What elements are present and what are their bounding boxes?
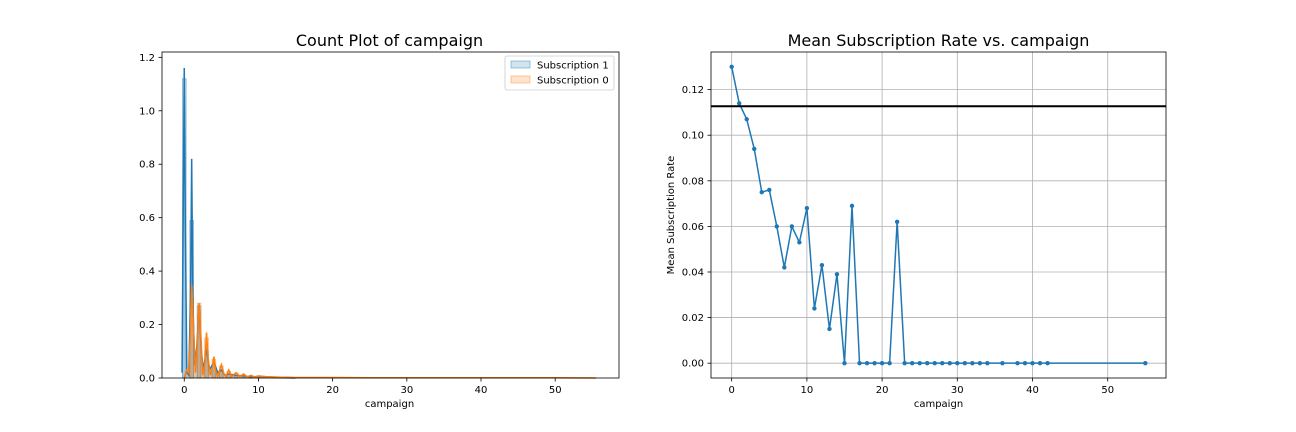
- mean-rate-plot-area: [711, 64, 1166, 366]
- data-point: [759, 190, 764, 195]
- data-point: [985, 360, 990, 366]
- x-tick-label: 10: [252, 385, 265, 396]
- y-tick-label: 0.00: [682, 359, 704, 370]
- data-point: [894, 219, 900, 225]
- data-point: [834, 272, 840, 277]
- count-plot-x-ticks: 0 10 20 30 40 50: [181, 378, 562, 396]
- x-tick-label: 30: [400, 385, 413, 396]
- legend-box: [504, 55, 615, 91]
- mean-rate-x-ticks: 0 10 20 30 40 50: [728, 378, 1114, 396]
- data-point: [819, 262, 825, 268]
- data-point: [864, 360, 870, 366]
- data-point: [1143, 360, 1148, 366]
- data-point: [887, 360, 892, 366]
- data-point: [962, 360, 968, 366]
- y-tick-label: 0.4: [139, 267, 155, 278]
- x-tick-label: 20: [326, 385, 339, 396]
- data-point: [842, 360, 847, 366]
- data-point: [827, 326, 832, 332]
- data-point: [917, 360, 922, 366]
- y-tick-label: 0.6: [139, 213, 155, 224]
- data-point: [955, 360, 960, 366]
- count-plot-area: [181, 68, 597, 380]
- data-point: [947, 360, 952, 366]
- x-tick-label: 0: [728, 385, 734, 396]
- density-line: [183, 284, 597, 380]
- data-point: [789, 224, 795, 229]
- x-tick-label: 10: [801, 385, 814, 396]
- data-point: [909, 360, 915, 366]
- y-tick-label: 0.02: [682, 313, 704, 324]
- x-tick-label: 40: [475, 385, 488, 396]
- mean-rate-grid: [711, 52, 1166, 378]
- data-point: [1030, 360, 1035, 366]
- data-point: [1022, 360, 1028, 366]
- y-tick-label: 0.0: [139, 374, 155, 385]
- density-fill: [182, 68, 296, 379]
- y-tick-label: 1.0: [139, 106, 155, 117]
- data-point: [857, 360, 862, 366]
- data-point: [729, 64, 734, 70]
- mean-rate-y-ticks: 0.00 0.02 0.04 0.06 0.08 0.10 0.12: [682, 85, 711, 370]
- x-tick-label: 30: [951, 385, 964, 396]
- data-point: [1015, 360, 1020, 366]
- data-point: [752, 146, 757, 152]
- x-tick-label: 50: [549, 385, 562, 396]
- y-tick-label: 0.08: [682, 176, 704, 187]
- density-fill: [184, 284, 597, 378]
- count-plot-title: Count Plot of campaign: [296, 31, 483, 50]
- data-point: [872, 360, 877, 366]
- y-tick-label: 0.8: [139, 160, 155, 171]
- mean-rate-x-label: campaign: [914, 399, 963, 410]
- data-point: [970, 360, 975, 366]
- data-point: [879, 360, 885, 366]
- data-point: [925, 360, 930, 366]
- data-point: [744, 117, 749, 122]
- y-tick-label: 0.06: [682, 222, 704, 233]
- mean-rate-y-label: Mean Subscription Rate: [666, 156, 677, 275]
- y-tick-label: 1.2: [139, 53, 155, 64]
- data-point: [849, 203, 855, 209]
- count-plot-y-ticks: 0.0 0.2 0.4 0.6 0.8 1.0 1.2: [139, 53, 162, 385]
- count-plot-frame: [161, 51, 620, 379]
- data-point: [797, 240, 802, 245]
- y-tick-label: 0.10: [682, 131, 704, 142]
- data-point: [767, 187, 772, 193]
- data-point: [932, 360, 937, 366]
- y-tick-label: 0.2: [139, 320, 155, 331]
- legend: Subscription 1 Subscription 0: [504, 55, 615, 91]
- y-tick-label: 0.12: [682, 85, 704, 96]
- x-tick-label: 0: [181, 385, 187, 396]
- legend-label-subscription-1: Subscription 1: [537, 61, 609, 72]
- data-point: [1037, 360, 1043, 366]
- data-point: [977, 360, 983, 366]
- data-point: [1000, 360, 1005, 366]
- x-tick-label: 50: [1101, 385, 1114, 396]
- data-point: [1045, 360, 1050, 366]
- legend-swatch-subscription-1: [510, 60, 531, 69]
- mean-rate-line: [730, 66, 1146, 364]
- x-tick-label: 20: [876, 385, 889, 396]
- mean-rate-frame: [710, 51, 1167, 379]
- data-point: [902, 360, 907, 366]
- count-plot-panel: Count Plot of campaign 0 10 20 30 40 50 0.00.…: [139, 31, 620, 410]
- data-point: [782, 265, 787, 270]
- legend-swatch-subscription-0: [510, 75, 531, 84]
- x-tick-label: 40: [1026, 385, 1039, 396]
- data-point: [774, 224, 780, 229]
- data-point: [812, 306, 817, 311]
- data-point: [804, 205, 810, 211]
- legend-label-subscription-0: Subscription 0: [537, 76, 609, 87]
- data-point: [940, 360, 945, 366]
- count-plot-x-label: campaign: [365, 399, 414, 410]
- y-tick-label: 0.04: [682, 267, 704, 278]
- mean-rate-panel: Mean Subscription Rate vs. campaign 0 10 2…: [666, 31, 1167, 410]
- mean-rate-title: Mean Subscription Rate vs. campaign: [788, 31, 1090, 50]
- data-point: [737, 101, 742, 106]
